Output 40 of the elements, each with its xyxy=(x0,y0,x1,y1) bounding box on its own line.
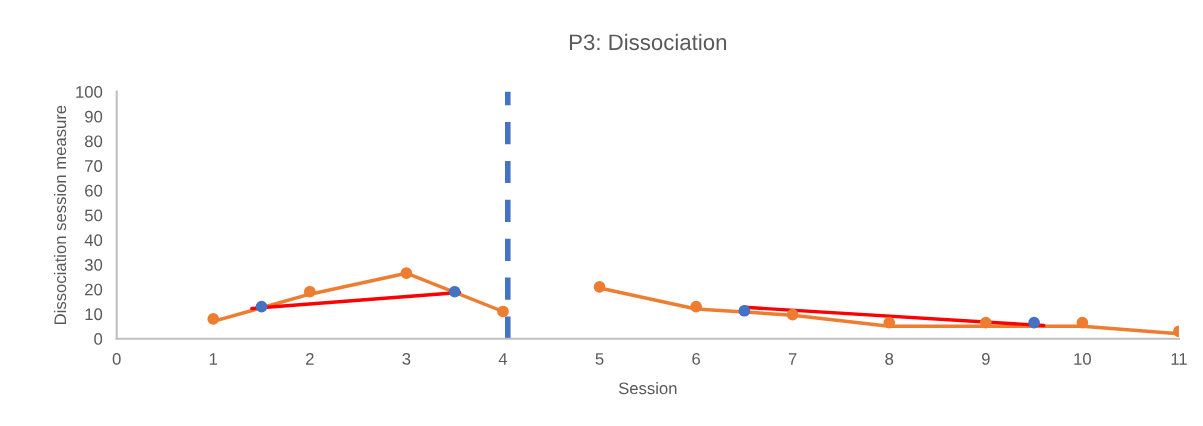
point xyxy=(1028,316,1040,329)
x-tick-label: 0 xyxy=(112,353,121,365)
point xyxy=(303,285,316,298)
x-tick-label: 1 xyxy=(209,353,218,365)
point xyxy=(738,304,751,317)
x-tick-label: 4 xyxy=(498,353,508,365)
point xyxy=(448,285,461,298)
x-tick-label: 8 xyxy=(885,353,894,365)
y-tick-label: 80 xyxy=(84,135,103,148)
point xyxy=(497,305,509,318)
x-axis-title: Session xyxy=(618,381,677,395)
y-tick-label: 50 xyxy=(84,209,103,222)
y-tick-label: 70 xyxy=(85,160,103,172)
point xyxy=(690,300,702,313)
y-tick-label: 0 xyxy=(94,333,103,345)
point xyxy=(207,313,220,325)
y-tick-label: 40 xyxy=(84,234,103,247)
y-tick-label: 90 xyxy=(85,110,103,123)
x-tick-label: 10 xyxy=(1074,353,1091,365)
x-tick-label: 2 xyxy=(306,353,314,365)
point xyxy=(1076,316,1089,329)
x-tick-label: 11 xyxy=(1171,353,1187,365)
x-tick-label: 5 xyxy=(595,353,604,365)
y-tick-label: 100 xyxy=(76,85,103,98)
y-tick-label: 60 xyxy=(85,184,103,197)
point xyxy=(593,280,606,293)
x-tick-label: 6 xyxy=(692,353,700,365)
point xyxy=(786,308,799,321)
chart-title: P3: Dissociation xyxy=(569,33,727,51)
y-tick-label: 30 xyxy=(84,258,103,271)
point xyxy=(255,300,268,313)
x-tick-label: 3 xyxy=(402,353,411,365)
y-axis-title: Dissociation session measure xyxy=(53,105,67,324)
x-tick-label: 7 xyxy=(788,353,797,365)
point xyxy=(883,316,896,329)
point xyxy=(400,267,413,280)
x-tick-label: 9 xyxy=(981,353,990,365)
y-tick-label: 20 xyxy=(85,283,103,296)
point xyxy=(979,316,992,329)
y-tick-label: 10 xyxy=(85,308,103,321)
